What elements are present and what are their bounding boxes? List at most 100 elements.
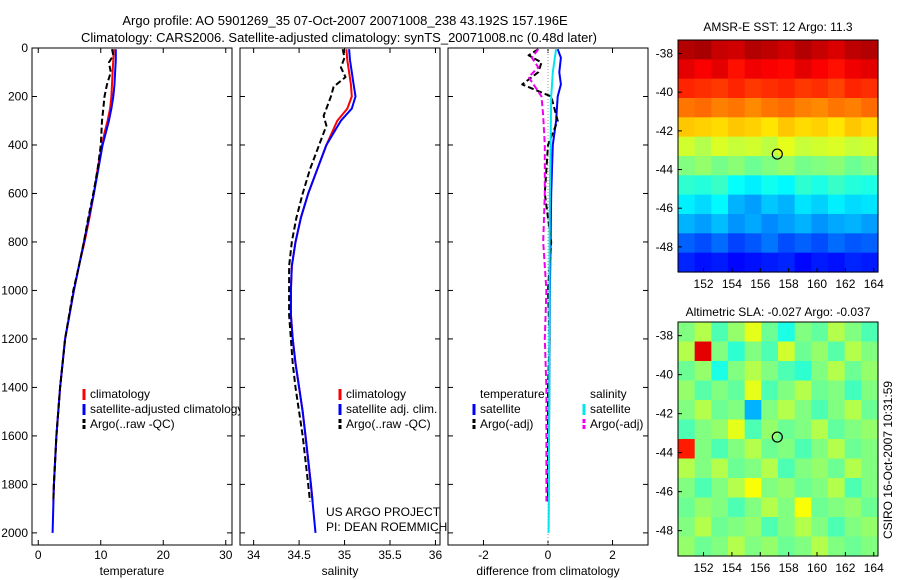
difference-legend-label: satellite: [480, 402, 521, 416]
sla-map-cell: [744, 536, 762, 557]
sst-map-cell: [844, 233, 862, 254]
sst-map-panel: 152 154 156 158 160 162 164 -38 -40 -42 -44 -46 -48 A…: [656, 20, 884, 291]
sst-map-cell: [844, 117, 862, 138]
sla-map-cell: [778, 380, 796, 401]
temperature-ytick-label: 1000: [1, 283, 28, 297]
temperature-xtick-label: 10: [94, 548, 108, 562]
sla-map-cell: [828, 517, 846, 538]
sst-map-cell: [694, 175, 712, 196]
sst-map-ytick-label: -46: [656, 201, 674, 215]
sst-map-cell: [694, 78, 712, 99]
sla-map-cell: [794, 419, 812, 440]
salinity-xtick-label: 36: [429, 548, 443, 562]
sst-map-cell: [811, 98, 829, 118]
sla-map-cell: [828, 536, 846, 557]
sla-map-cell: [711, 478, 729, 499]
sla-map-xtick-label: 156: [750, 561, 770, 575]
sla-map-cell: [778, 458, 796, 479]
sla-map-cell: [794, 400, 812, 421]
temperature-legend-label: satellite-adjusted climatology: [90, 402, 243, 416]
sst-map-cell: [794, 117, 812, 138]
difference-legend-label: Argo(-adj): [590, 417, 643, 431]
sst-map-cell: [728, 194, 746, 215]
sst-map-cell: [711, 117, 729, 138]
difference-series-line: [527, 48, 548, 502]
sst-map-cell: [694, 98, 712, 118]
sst-map-cell: [694, 117, 712, 138]
sst-map-cell: [828, 194, 846, 215]
sst-map-cell: [861, 98, 879, 118]
sla-map-cell: [811, 458, 829, 479]
sst-map-ytick-label: -42: [656, 124, 674, 138]
sla-map-cell: [744, 439, 762, 460]
salinity-xtick-label: 34: [247, 548, 261, 562]
sla-map-cell: [678, 341, 696, 362]
sst-map-cell: [678, 136, 696, 157]
sla-map-cell: [678, 439, 696, 460]
sla-map-cell: [728, 400, 746, 421]
sla-map-cell: [861, 536, 879, 557]
sla-map-title: Altimetric SLA: -0.027 Argo: -0.037: [686, 305, 871, 319]
sla-map-cell: [794, 361, 812, 382]
sst-map-cell: [728, 40, 746, 60]
sla-map-cell: [794, 439, 812, 460]
sst-map-cell: [728, 136, 746, 157]
sla-map-cell: [828, 439, 846, 460]
sla-map-cell: [728, 536, 746, 557]
sla-map-cell: [678, 400, 696, 421]
sla-map-cell: [711, 380, 729, 401]
sst-map-cell: [711, 59, 729, 80]
sla-map-cell: [844, 458, 862, 479]
temperature-ytick-label: 400: [8, 138, 28, 152]
sla-map-cell: [711, 322, 729, 343]
sla-map-cell: [861, 322, 879, 343]
sst-map-cell: [844, 78, 862, 99]
sst-map-xtick-label: 156: [750, 277, 770, 291]
sla-map-cell: [694, 497, 712, 518]
sla-map-cell: [694, 458, 712, 479]
sla-map-ytick-label: -40: [656, 368, 674, 382]
sst-map-cell: [744, 59, 762, 80]
sst-map-field: [678, 40, 879, 273]
sst-map-cell: [744, 194, 762, 215]
sla-map-cell: [861, 341, 879, 362]
sst-map-cell: [794, 194, 812, 215]
sst-map-cell: [678, 98, 696, 118]
sla-map-cell: [844, 497, 862, 518]
sla-map-cell: [728, 478, 746, 499]
sst-map-cell: [694, 136, 712, 157]
sst-map-cell: [744, 252, 762, 273]
sst-map-cell: [794, 40, 812, 60]
sst-map-cell: [811, 175, 829, 196]
sst-map-frame: [677, 39, 879, 273]
sla-map-xtick-label: 152: [694, 561, 714, 575]
sst-map-argo-location-marker: [771, 148, 783, 160]
sla-map-cell: [861, 439, 879, 460]
sla-map-cell: [678, 517, 696, 538]
salinity-plot-frame: [239, 47, 441, 546]
pi-credit: PI: DEAN ROEMMICH: [326, 520, 447, 534]
temperature-xtick-label: 0: [35, 548, 42, 562]
sla-map-cell: [794, 380, 812, 401]
sst-map-cell: [711, 252, 729, 273]
sla-map-cell: [778, 419, 796, 440]
salinity-profile-panel: 34 34.5 35 35.5 36 salinity climatologysatelli…: [239, 47, 443, 578]
sst-map-cell: [678, 78, 696, 99]
sla-map-cell: [778, 322, 796, 343]
sla-map-cell: [844, 380, 862, 401]
sst-map-cell: [678, 175, 696, 196]
sla-map-cell: [794, 341, 812, 362]
sst-map-cell: [761, 40, 779, 60]
sst-map-cell: [828, 98, 846, 118]
sla-map-field: [678, 322, 879, 557]
salinity-legend-label: climatology: [346, 387, 406, 401]
sst-map-cell: [744, 78, 762, 99]
sst-map-cell: [778, 136, 796, 157]
sst-map-cell: [778, 78, 796, 99]
sst-map-cell: [678, 40, 696, 60]
sla-map-cell: [828, 478, 846, 499]
sla-map-cell: [694, 322, 712, 343]
sst-map-xtick-label: 152: [694, 277, 714, 291]
sst-map-cell: [861, 252, 879, 273]
sst-map-cell: [794, 156, 812, 176]
